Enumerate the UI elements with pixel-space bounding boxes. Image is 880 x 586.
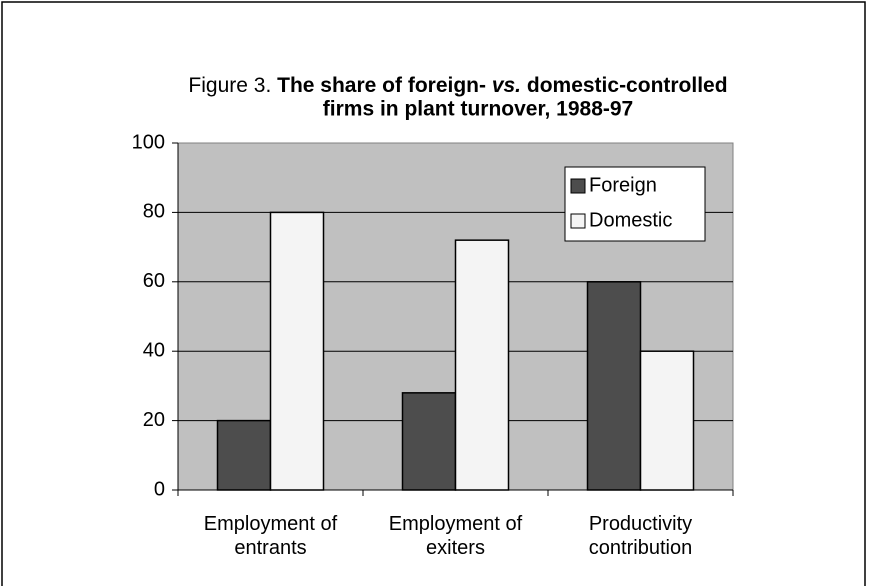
y-tick-label: 40 — [143, 339, 165, 361]
bar — [216, 419, 272, 491]
y-tick-label: 100 — [132, 131, 165, 153]
bar — [639, 350, 695, 491]
legend-swatch — [570, 178, 586, 194]
bar — [586, 281, 642, 491]
bar — [454, 239, 510, 491]
x-tick-label: Employment of exiters — [388, 513, 523, 559]
y-tick-label: 80 — [143, 201, 165, 223]
title-part: domestic-controlled — [527, 74, 728, 97]
title-prefix: Figure 3. — [188, 74, 271, 97]
title-part: The share of foreign- — [277, 74, 486, 97]
chart-title-line2: firms in plant turnover, 1988-97 — [323, 98, 633, 121]
legend-swatch — [570, 213, 586, 229]
y-tick-label: 20 — [143, 409, 165, 431]
x-tick-label: Productivity contribution — [588, 513, 693, 559]
y-tick-label: 60 — [143, 270, 165, 292]
bar — [269, 211, 325, 491]
legend-label: Foreign — [589, 174, 657, 196]
legend-box — [564, 166, 706, 242]
bar — [401, 392, 457, 491]
x-tick-label: Employment of entrants — [203, 513, 338, 559]
chart-title: Figure 3. The share of foreign- vs. dome… — [188, 74, 727, 97]
legend-label: Domestic — [589, 209, 672, 231]
title-part: vs. — [492, 74, 521, 97]
y-tick-label: 0 — [154, 478, 165, 500]
